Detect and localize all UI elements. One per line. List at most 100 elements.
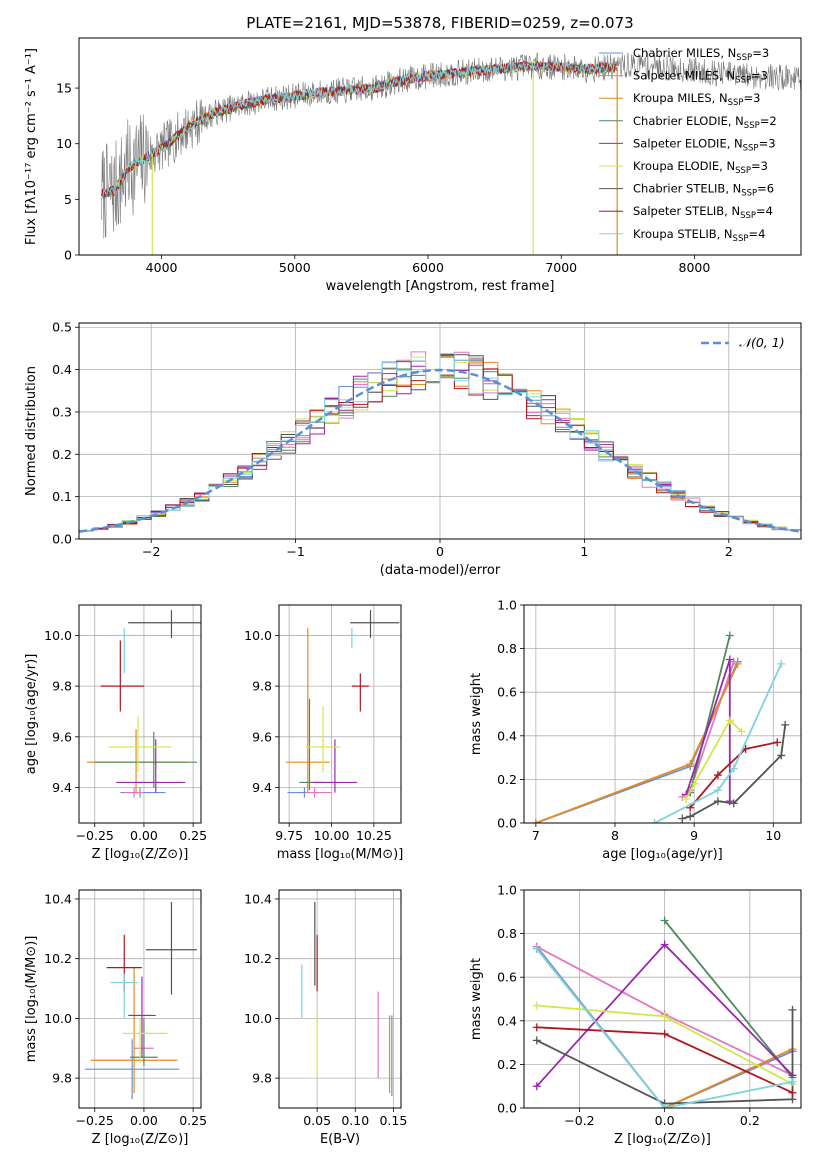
errorbar-point — [84, 1039, 180, 1100]
weight-marker — [660, 1012, 669, 1021]
y-tick-label: 0.0 — [497, 1101, 517, 1116]
weight-marker — [737, 727, 746, 736]
weight-marker — [678, 814, 687, 823]
x-tick-label: 0.10 — [341, 1113, 369, 1128]
legend-label: Salpeter STELIB, NSSP=4 — [633, 204, 773, 221]
y-tick-label: 9.8 — [52, 1071, 72, 1086]
x-tick-label: 7 — [532, 828, 540, 843]
weight-marker — [733, 659, 742, 668]
y-tick-label: 9.8 — [252, 679, 272, 694]
axes-frame — [78, 604, 202, 824]
axes-frame — [278, 604, 402, 824]
errorbar-point — [128, 610, 201, 638]
model-spectrum — [101, 61, 617, 199]
weight-marker — [729, 799, 738, 808]
y-axis-label: Normed distribution — [24, 366, 39, 496]
y-tick-label: 0.4 — [52, 362, 72, 377]
x-tick-label: 0.2 — [740, 1113, 760, 1128]
weight-marker — [660, 940, 669, 949]
legend-subscript: SSP — [733, 234, 749, 244]
x-tick-label: 9.75 — [275, 828, 303, 843]
y-tick-label: 0.6 — [497, 685, 517, 700]
legend-name: Kroupa ELODIE — [633, 159, 719, 173]
legend-subscript: SSP — [743, 143, 759, 153]
errorbar-point — [100, 640, 144, 712]
x-axis-label: age [log₁₀(age/yr)] — [602, 847, 723, 862]
y-tick-label: 10.2 — [44, 951, 72, 966]
weight-marker — [690, 779, 699, 788]
plot-area — [301, 901, 393, 1097]
legend-label: 𝒩(0, 1) — [739, 335, 785, 350]
y-tick-label: 0.4 — [497, 728, 517, 743]
weight-marker — [725, 716, 734, 725]
y-tick-label: 10.2 — [244, 951, 272, 966]
y-tick-label: 9.4 — [252, 780, 272, 795]
x-tick-label: 0.15 — [379, 1113, 407, 1128]
y-tick-label: 10.0 — [244, 1011, 272, 1026]
legend-name: Salpeter ELODIE — [633, 136, 727, 150]
legend-nssp: =4 — [748, 227, 765, 241]
x-tick-label: 8 — [611, 828, 619, 843]
y-tick-label: 10.0 — [44, 1011, 72, 1026]
y-tick-label: 0.1 — [52, 489, 72, 504]
errorbar-point — [306, 706, 340, 773]
mass-weight-vs-age-panel: 7 8 9 10 0.0 0.2 0.4 0.6 0.8 1.0 age [log₁₀(age/yr… — [469, 598, 802, 862]
errorbar-point — [311, 739, 357, 793]
weight-marker — [532, 1023, 541, 1032]
legend-label: Salpeter ELODIE, NSSP=3 — [633, 136, 776, 153]
y-tick-label: 9.8 — [52, 679, 72, 694]
errorbar-point — [351, 673, 369, 712]
errorbar-point — [122, 1018, 168, 1064]
weight-marker — [777, 751, 786, 760]
plot-area — [79, 351, 801, 533]
model-spectrum — [101, 60, 617, 198]
weight-line — [536, 948, 793, 1108]
y-tick-label: 0.6 — [497, 970, 517, 985]
x-tick-label: −0.25 — [76, 828, 114, 843]
errorbar-point — [306, 787, 332, 798]
errorbar-point — [110, 973, 139, 1019]
x-tick-label: 10.00 — [314, 828, 350, 843]
errorbar-point — [145, 901, 198, 995]
y-tick-label: 0.2 — [52, 447, 72, 462]
weight-marker — [660, 916, 669, 925]
weight-marker — [788, 1005, 797, 1014]
y-tick-label: 0.3 — [52, 404, 72, 419]
plot-area — [84, 901, 198, 1100]
legend-n-prefix: , N — [728, 114, 744, 128]
x-tick-label: 6000 — [412, 260, 444, 275]
weight-marker — [532, 944, 541, 953]
axes-frame — [78, 322, 802, 540]
y-axis-label: mass [log₁₀(M/M⊙)] — [24, 936, 39, 1063]
x-axis-label: Z [log₁₀(Z/Z⊙)] — [614, 1132, 711, 1147]
x-tick-label: −0.2 — [564, 1113, 594, 1128]
weight-marker — [532, 1036, 541, 1045]
legend-nssp: =3 — [743, 91, 760, 105]
legend-label: Kroupa STELIB, NSSP=4 — [633, 227, 765, 244]
weight-marker — [660, 1029, 669, 1038]
errorbar-point — [86, 729, 188, 793]
legend-subscript: SSP — [740, 211, 756, 221]
weight-marker — [686, 760, 695, 769]
legend-name: Kroupa STELIB — [633, 227, 717, 241]
y-tick-label: 0.2 — [497, 1057, 517, 1072]
x-axis-label: Z [log₁₀(Z/Z⊙)] — [92, 847, 189, 862]
x-axis-label: (data-model)/error — [380, 563, 501, 578]
legend-nssp: =3 — [751, 159, 768, 173]
legend-label: Kroupa MILES, NSSP=3 — [633, 91, 760, 108]
x-tick-label: 0.25 — [179, 1113, 207, 1128]
legend-n-prefix: , N — [727, 136, 743, 150]
y-tick-label: 1.0 — [497, 598, 517, 613]
y-tick-label: 10.0 — [44, 628, 72, 643]
weight-line — [535, 661, 739, 823]
legend-label: Kroupa ELODIE, NSSP=3 — [633, 159, 768, 176]
x-tick-label: −2 — [142, 544, 160, 559]
legend-name: Kroupa MILES — [633, 91, 712, 105]
model-spectrum — [101, 60, 617, 200]
y-tick-label: 0 — [64, 248, 72, 263]
plot-area — [86, 610, 201, 798]
legend-name: Salpeter STELIB — [633, 204, 724, 218]
errorbar-point — [110, 627, 144, 674]
legend-n-prefix: , N — [720, 46, 736, 60]
